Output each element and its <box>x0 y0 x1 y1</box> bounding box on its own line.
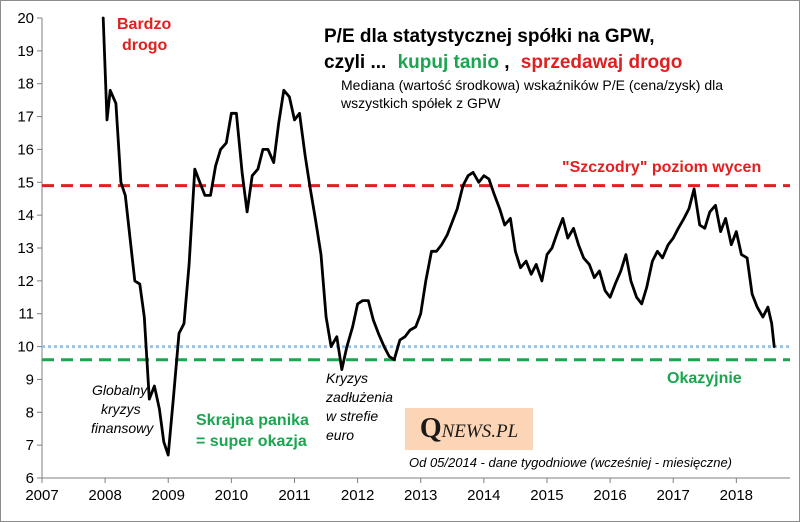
crisis1-line1: Globalny <box>92 382 148 398</box>
y-tick-label: 6 <box>26 470 34 487</box>
series-layer <box>101 16 776 457</box>
chart-subtitle-line1: Mediana (wartość środkowa) wskaźników P/… <box>341 77 723 93</box>
x-tick-label: 2014 <box>467 487 500 504</box>
szczodry-label: "Szczodry" poziom wycen <box>562 159 761 176</box>
y-tick-label: 13 <box>17 240 34 257</box>
x-tick-label: 2011 <box>278 487 310 504</box>
qnews-logo-q: Q <box>419 413 442 444</box>
y-tick-label: 12 <box>17 273 34 290</box>
qnews-logo: QNEWS.PL <box>405 408 533 450</box>
chart-title-line2: czyli ... kupuj tanio , sprzedawaj drogo <box>324 52 682 73</box>
crisis1-line3: finansowy <box>91 420 154 436</box>
x-tick-label: 2009 <box>152 487 185 504</box>
title-buy: kupuj tanio <box>398 52 499 73</box>
y-tick-label: 16 <box>17 141 34 158</box>
reference-lines <box>42 184 790 362</box>
title-sell: sprzedawaj drogo <box>521 52 683 73</box>
x-tick-label: 2013 <box>404 487 437 504</box>
chart-title-line1: P/E dla statystycznej spółki na GPW, <box>324 26 655 47</box>
panika-line1: Skrajna panika <box>196 412 309 429</box>
title-sep: , <box>504 52 509 73</box>
y-tick-label: 19 <box>17 43 34 60</box>
x-tick-label: 2015 <box>530 487 563 504</box>
y-tick-label: 15 <box>17 174 34 191</box>
y-tick-label: 17 <box>17 109 34 126</box>
crisis1-line2: kryzys <box>101 401 141 417</box>
x-tick-label: 2007 <box>25 487 58 504</box>
y-tick-label: 10 <box>17 339 34 356</box>
y-tick-label: 20 <box>17 10 34 27</box>
qnews-logo-text: QNEWS.PL <box>405 413 533 445</box>
x-tick-label: 2012 <box>341 487 374 504</box>
bardzo-drogo-line1: Bardzo <box>117 16 171 33</box>
panika-line2: = super okazja <box>196 433 307 450</box>
x-tick-label: 2008 <box>88 487 121 504</box>
y-tick-label: 9 <box>26 371 34 388</box>
title-prefix: czyli ... <box>324 52 386 73</box>
crisis2-line2: zadłużenia <box>325 389 393 405</box>
y-tick-label: 7 <box>26 437 34 454</box>
y-tick-label: 18 <box>17 76 34 93</box>
crisis2-line3: w strefie <box>326 408 378 424</box>
qnews-logo-rest: NEWS.PL <box>441 421 519 442</box>
okazyjnie-label: Okazyjnie <box>667 370 742 387</box>
footnote: Od 05/2014 - dane tygodniowe (wcześniej … <box>409 455 732 470</box>
axes: 6 7 8 9 10 11 12 13 14 15 16 17 18 19 20 2007 2008 2009 20… <box>17 10 790 504</box>
crisis2-line4: euro <box>326 427 354 443</box>
y-tick-label: 8 <box>26 404 34 421</box>
bardzo-drogo-line2: drogo <box>122 37 168 54</box>
y-tick-label: 11 <box>18 306 34 323</box>
series-line-pe <box>101 16 776 457</box>
x-tick-label: 2017 <box>657 487 690 504</box>
crisis2-line1: Kryzys <box>326 370 368 386</box>
y-tick-label: 14 <box>17 207 34 224</box>
chart-subtitle-line2: wszystkich spółek z GPW <box>340 95 501 111</box>
x-tick-label: 2016 <box>593 487 626 504</box>
x-tick-label: 2010 <box>215 487 248 504</box>
x-tick-label: 2018 <box>720 487 753 504</box>
